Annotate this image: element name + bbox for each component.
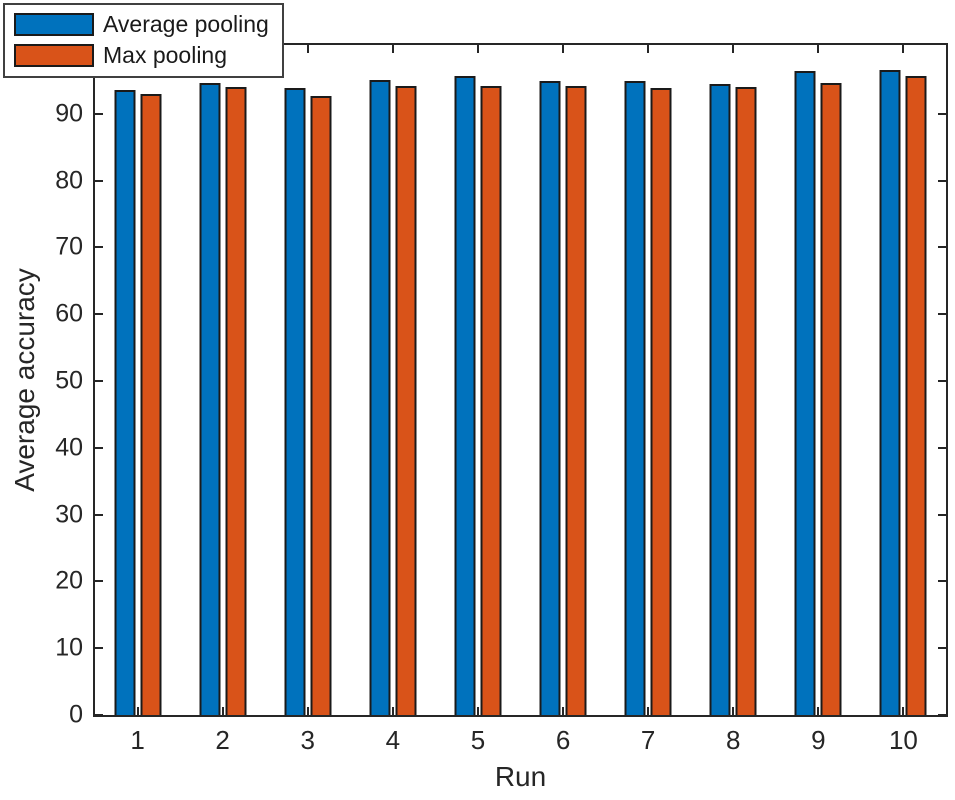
x-tick: [221, 707, 224, 715]
bar-group-run-8: [709, 45, 757, 715]
y-tick: [95, 446, 103, 449]
bar-max-pooling-run-4: [395, 86, 417, 715]
y-tick: [95, 313, 103, 316]
bar-average-pooling-run-6: [539, 81, 561, 715]
y-tick: [938, 313, 946, 316]
x-tick-label: 7: [640, 725, 656, 755]
x-tick: [817, 45, 820, 53]
x-tick-label: 10: [888, 725, 918, 755]
bar-group-run-5: [454, 45, 502, 715]
bar-group-run-6: [539, 45, 587, 715]
bar-average-pooling-run-1: [114, 90, 136, 715]
bar-max-pooling-run-8: [735, 87, 757, 715]
x-tick: [391, 45, 394, 53]
bar-average-pooling-run-2: [199, 83, 221, 715]
bar-average-pooling-run-3: [284, 88, 306, 715]
bar-group-run-1: [114, 45, 162, 715]
x-tick-label: 9: [811, 725, 826, 755]
bar-max-pooling-run-3: [310, 95, 332, 715]
bar-max-pooling-run-5: [480, 85, 502, 715]
legend: Average pooling Max pooling: [3, 3, 284, 78]
bar-average-pooling-run-10: [879, 70, 901, 715]
bar-average-pooling-run-5: [454, 75, 476, 715]
bar-max-pooling-run-10: [905, 76, 927, 715]
x-tick-label: 4: [385, 725, 401, 755]
y-tick: [938, 647, 946, 650]
bar-average-pooling-run-7: [624, 81, 646, 715]
bar-group-run-7: [624, 45, 672, 715]
x-tick-label: 2: [215, 725, 230, 755]
legend-swatch-average-pooling: [14, 13, 94, 37]
y-tick: [95, 580, 103, 583]
x-tick: [306, 45, 309, 53]
x-tick-label: 5: [470, 725, 486, 755]
x-tick: [136, 707, 139, 715]
y-tick: [938, 513, 946, 516]
x-tick: [476, 45, 479, 53]
y-tick-label: 10: [55, 633, 83, 662]
x-tick: [647, 45, 650, 53]
x-tick: [902, 707, 905, 715]
bar-average-pooling-run-4: [369, 80, 391, 715]
x-tick: [391, 707, 394, 715]
y-axis-label: Average accuracy: [9, 268, 40, 492]
y-tick-label: 60: [55, 299, 83, 328]
y-tick-label: 0: [69, 700, 83, 729]
y-tick-label: 70: [55, 232, 83, 261]
y-tick: [95, 380, 103, 382]
y-tick: [95, 179, 103, 182]
legend-swatch-max-pooling: [14, 44, 94, 68]
bar-average-pooling-run-8: [709, 84, 731, 715]
x-axis-label: Run: [494, 761, 547, 792]
y-tick-label: 20: [55, 566, 83, 595]
legend-row-max-pooling: Max pooling: [14, 42, 269, 69]
x-tick: [647, 707, 650, 715]
bar-group-run-4: [369, 45, 417, 715]
y-tick-label: 50: [55, 366, 83, 395]
x-tick: [562, 707, 565, 715]
y-tick: [938, 179, 946, 182]
bar-group-run-9: [794, 45, 842, 715]
x-tick-label: 3: [300, 725, 315, 755]
x-tick-label: 6: [555, 725, 571, 755]
legend-label-average-pooling: Average pooling: [103, 11, 269, 37]
y-tick: [938, 714, 946, 716]
plot-area: Run Average accuracy 0 10 20 30 40 50 60 70 80 90…: [9, 43, 948, 791]
bar-max-pooling-run-1: [140, 93, 162, 715]
x-tick: [817, 707, 820, 715]
x-tick-label: 1: [130, 725, 145, 755]
x-tick: [476, 707, 479, 715]
y-tick-label: 90: [55, 99, 83, 128]
y-tick: [938, 380, 946, 382]
x-tick: [732, 707, 735, 715]
bar-max-pooling-run-2: [225, 87, 247, 715]
y-tick-label: 30: [55, 500, 83, 529]
y-tick: [95, 714, 103, 716]
bar-max-pooling-run-7: [650, 88, 672, 715]
y-tick: [938, 446, 946, 449]
y-tick: [95, 513, 103, 516]
y-tick-label: 80: [55, 166, 83, 195]
x-tick: [562, 45, 565, 53]
y-tick: [938, 580, 946, 583]
y-tick: [938, 112, 946, 115]
legend-row-average-pooling: Average pooling: [14, 11, 269, 37]
y-tick: [95, 647, 103, 650]
x-tick: [732, 45, 735, 53]
legend-label-max-pooling: Max pooling: [103, 42, 228, 69]
x-tick-label: 8: [726, 725, 741, 755]
x-tick: [902, 45, 905, 53]
bar-group-run-10: [879, 45, 927, 715]
y-tick: [938, 246, 946, 249]
bar-group-run-3: [284, 45, 332, 715]
bar-group-run-2: [199, 45, 247, 715]
bar-max-pooling-run-9: [820, 83, 842, 715]
x-tick: [306, 707, 309, 715]
bar-average-pooling-run-9: [794, 71, 816, 715]
y-tick: [95, 246, 103, 249]
bar-max-pooling-run-6: [565, 86, 587, 715]
y-tick-label: 40: [55, 433, 83, 462]
y-tick: [95, 112, 103, 115]
